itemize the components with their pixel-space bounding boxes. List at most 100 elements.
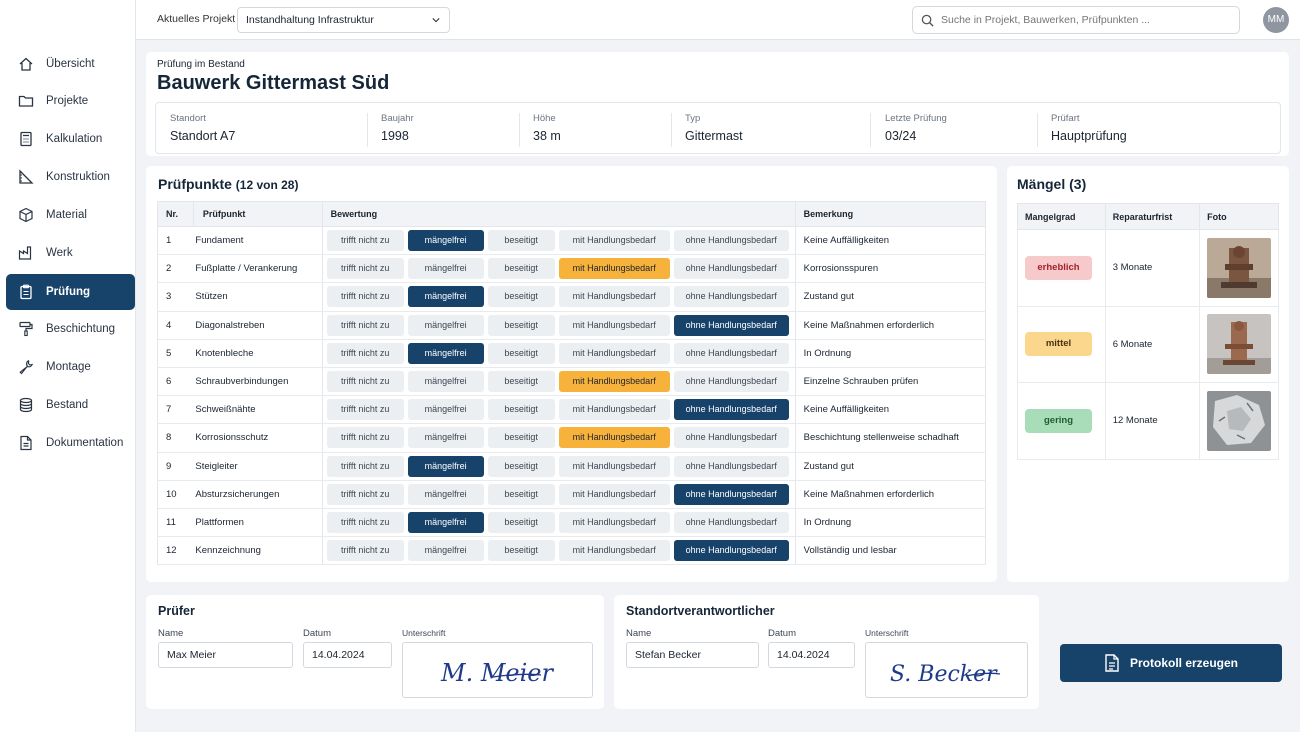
defect-photo[interactable] [1207,314,1272,375]
bewertung-option[interactable]: mängelfrei [407,342,484,364]
bewertung-option[interactable]: beseitigt [487,286,555,308]
sidebar-item-material[interactable]: Material [6,197,135,233]
defect-photo[interactable] [1207,237,1272,298]
bewertung-option[interactable]: mängelfrei [407,540,484,562]
bewertung-option[interactable]: mit Handlungsbedarf [558,511,670,533]
bewertung-options: trifft nicht zu mängelfrei beseitigt mit Ha… [322,423,796,453]
row-number: 8 [157,423,194,453]
sidebar-item-dokumentation[interactable]: Dokumentation [6,425,135,461]
bewertung-option[interactable]: ohne Handlungsbedarf [673,511,789,533]
bewertung-option[interactable]: trifft nicht zu [326,371,404,393]
bewertung-option[interactable]: mängelfrei [407,399,484,421]
bewertung-option[interactable]: trifft nicht zu [326,230,404,252]
bewertung-option[interactable]: ohne Handlungsbedarf [673,230,789,252]
bewertung-option[interactable]: beseitigt [487,342,555,364]
bewertung-option[interactable]: ohne Handlungsbedarf [673,342,789,364]
bemerkung: In Ordnung [794,338,987,368]
bewertung-option[interactable]: trifft nicht zu [326,483,404,505]
bemerkung: Keine Maßnahmen erforderlich [794,479,987,509]
sidebar-item-konstruktion[interactable]: Konstruktion [6,159,135,195]
bewertung-option[interactable]: mängelfrei [407,455,484,477]
bewertung-option[interactable]: mit Handlungsbedarf [558,371,670,393]
sidebar-item-bestand[interactable]: Bestand [6,387,135,423]
sidebar-item-kalkulation[interactable]: Kalkulation [6,121,135,157]
user-avatar[interactable]: MM [1263,7,1289,33]
bewertung-option[interactable]: trifft nicht zu [326,314,404,336]
bewertung-option[interactable]: mit Handlungsbedarf [558,258,670,280]
bewertung-option[interactable]: mängelfrei [407,314,484,336]
bewertung-option[interactable]: mängelfrei [407,371,484,393]
bewertung-option[interactable]: beseitigt [487,314,555,336]
bewertung-option[interactable]: beseitigt [487,511,555,533]
sidebar-item-projekte[interactable]: Projekte [6,83,135,119]
bewertung-option[interactable]: mit Handlungsbedarf [558,286,670,308]
bewertung-option[interactable]: beseitigt [487,540,555,562]
home-icon [18,56,34,72]
bewertung-option[interactable]: beseitigt [487,399,555,421]
bewertung-option[interactable]: trifft nicht zu [326,342,404,364]
bewertung-option[interactable]: beseitigt [487,455,555,477]
standort-signature-field[interactable]: S. Becker [865,642,1028,698]
bewertung-option[interactable]: mängelfrei [407,286,484,308]
pruefer-name-field[interactable]: Max Meier [158,642,293,668]
row-number: 11 [157,507,194,538]
table-row: 8 Korrosionsschutz trifft nicht zu mängelfr… [157,423,987,453]
bewertung-option[interactable]: mit Handlungsbedarf [558,427,670,449]
bewertung-option[interactable]: mängelfrei [407,511,484,533]
bewertung-option[interactable]: beseitigt [487,483,555,505]
sidebar-item-pruefung[interactable]: Prüfung [6,274,135,310]
bewertung-option[interactable]: trifft nicht zu [326,286,404,308]
bewertung-option[interactable]: beseitigt [487,230,555,252]
bewertung-option[interactable]: trifft nicht zu [326,427,404,449]
bewertung-option[interactable]: mängelfrei [407,483,484,505]
bewertung-option[interactable]: mit Handlungsbedarf [558,455,670,477]
bewertung-option[interactable]: mit Handlungsbedarf [558,483,670,505]
bewertung-option[interactable]: ohne Handlungsbedarf [673,286,789,308]
bewertung-option[interactable]: beseitigt [487,371,555,393]
bewertung-option[interactable]: ohne Handlungsbedarf [673,314,789,336]
bewertung-option[interactable]: trifft nicht zu [326,511,404,533]
table-row[interactable]: mittel 6 Monate [1017,305,1279,383]
bewertung-option[interactable]: mit Handlungsbedarf [558,399,670,421]
sidebar-item-werk[interactable]: Werk [6,235,135,271]
table-row[interactable]: erheblich 3 Monate [1017,229,1279,307]
search-box[interactable] [912,6,1240,34]
bewertung-option[interactable]: mängelfrei [407,258,484,280]
bewertung-option[interactable]: ohne Handlungsbedarf [673,540,789,562]
bewertung-option[interactable]: mit Handlungsbedarf [558,230,670,252]
sidebar-item-montage[interactable]: Montage [6,349,135,385]
bewertung-option[interactable]: trifft nicht zu [326,540,404,562]
bewertung-option[interactable]: ohne Handlungsbedarf [673,399,789,421]
bewertung-option[interactable]: mängelfrei [407,230,484,252]
bewertung-option[interactable]: trifft nicht zu [326,455,404,477]
search-input[interactable] [941,11,1231,29]
bewertung-option[interactable]: mit Handlungsbedarf [558,342,670,364]
bewertung-option[interactable]: mit Handlungsbedarf [558,540,670,562]
pruefer-date-field[interactable]: 14.04.2024 [303,642,392,668]
bewertung-option[interactable]: ohne Handlungsbedarf [673,427,789,449]
bewertung-option[interactable]: mit Handlungsbedarf [558,314,670,336]
sidebar-item-uebersicht[interactable]: Übersicht [6,46,135,82]
bewertung-option[interactable]: beseitigt [487,427,555,449]
bewertung-option[interactable]: ohne Handlungsbedarf [673,258,789,280]
table-header-row: Mangelgrad Reparaturfrist Foto [1017,203,1279,230]
bewertung-option[interactable]: beseitigt [487,258,555,280]
defect-photo[interactable] [1207,390,1272,451]
table-row[interactable]: gering 12 Monate [1017,382,1279,460]
standort-name-field[interactable]: Stefan Becker [626,642,759,668]
bewertung-option[interactable]: trifft nicht zu [326,258,404,280]
bewertung-option[interactable]: ohne Handlungsbedarf [673,455,789,477]
bewertung-option[interactable]: ohne Handlungsbedarf [673,371,789,393]
pruefpunkt-name: Absturzsicherungen [193,479,323,509]
protokoll-erzeugen-button[interactable]: Protokoll erzeugen [1060,644,1282,682]
search-icon [921,14,934,27]
bewertung-option[interactable]: mängelfrei [407,427,484,449]
sidebar-item-beschichtung[interactable]: Beschichtung [6,311,135,347]
project-select[interactable]: Instandhaltung Infrastruktur [237,7,450,33]
bewertung-option[interactable]: ohne Handlungsbedarf [673,483,789,505]
info-value: Standort A7 [170,129,236,143]
bewertung-option[interactable]: trifft nicht zu [326,399,404,421]
standort-date-field[interactable]: 14.04.2024 [768,642,855,668]
pruefer-signature-field[interactable]: M. Meier [402,642,593,698]
bewertung-options: trifft nicht zu mängelfrei beseitigt mit Ha… [322,366,796,397]
